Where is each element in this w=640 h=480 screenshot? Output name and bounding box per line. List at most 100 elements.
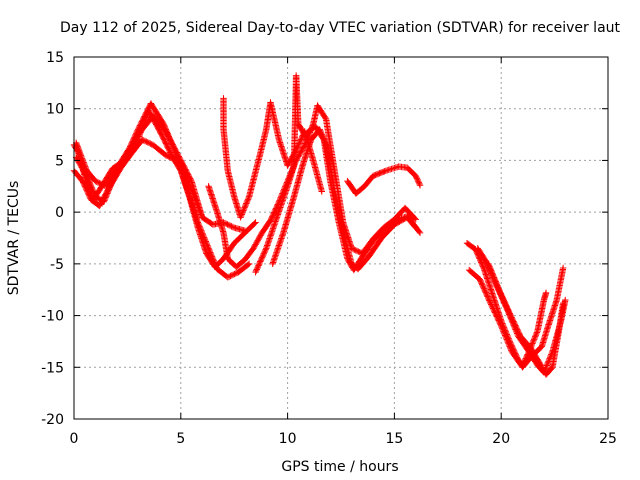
data-point bbox=[509, 316, 517, 324]
x-tick-label: 15 bbox=[385, 431, 403, 447]
data-point bbox=[251, 220, 258, 227]
data-point bbox=[496, 287, 503, 295]
data-point bbox=[483, 290, 490, 298]
data-point bbox=[487, 267, 495, 274]
data-point bbox=[203, 241, 211, 248]
data-point bbox=[532, 333, 539, 340]
data-point bbox=[532, 332, 540, 339]
data-point bbox=[488, 302, 495, 310]
data-point bbox=[255, 262, 262, 269]
data-point bbox=[200, 234, 208, 241]
data-point bbox=[205, 245, 212, 252]
data-point bbox=[476, 276, 484, 283]
data-point bbox=[490, 272, 497, 280]
data-point bbox=[238, 211, 245, 218]
data-point bbox=[506, 343, 513, 350]
data-point bbox=[101, 197, 108, 204]
data-point bbox=[477, 278, 485, 286]
series-arc-11 bbox=[465, 264, 567, 371]
data-point bbox=[499, 294, 506, 301]
axis-ticks bbox=[73, 56, 609, 420]
data-point bbox=[105, 187, 112, 194]
data-point bbox=[84, 189, 92, 197]
data-point bbox=[102, 194, 109, 201]
data-point bbox=[244, 196, 252, 203]
data-point bbox=[507, 311, 514, 319]
series-arc-9 bbox=[344, 163, 424, 197]
tick-labels: 0 5 10 15 20 25 15 10 5 0 -5 -10 -15 -20 bbox=[41, 50, 617, 447]
data-point bbox=[104, 188, 112, 196]
data-point bbox=[493, 313, 501, 320]
data-point bbox=[255, 261, 263, 268]
data-point bbox=[210, 257, 217, 264]
plot-frame bbox=[73, 56, 609, 420]
data-point bbox=[269, 211, 277, 219]
data-point bbox=[487, 266, 494, 273]
data-point bbox=[413, 174, 420, 181]
data-point bbox=[254, 264, 261, 272]
data-point bbox=[86, 193, 94, 201]
data-point bbox=[140, 137, 147, 144]
data-point bbox=[97, 180, 104, 187]
data-point bbox=[491, 276, 499, 284]
data-point bbox=[85, 191, 92, 198]
data-point bbox=[207, 250, 215, 258]
data-point bbox=[501, 330, 508, 338]
data-point bbox=[491, 309, 499, 316]
data-point bbox=[195, 220, 202, 228]
data-point bbox=[229, 271, 237, 278]
data-point bbox=[486, 264, 494, 272]
data-point bbox=[197, 226, 204, 233]
data-point bbox=[498, 291, 505, 299]
data-point bbox=[269, 213, 276, 220]
data-point bbox=[222, 220, 230, 227]
data-point bbox=[543, 362, 550, 369]
data-point bbox=[415, 179, 423, 186]
data-point bbox=[229, 223, 237, 231]
data-point bbox=[239, 208, 247, 215]
data-point bbox=[411, 215, 418, 222]
y-tick-label: 15 bbox=[46, 50, 64, 66]
data-point bbox=[241, 204, 248, 211]
data-point bbox=[243, 198, 251, 206]
data-point bbox=[225, 273, 233, 280]
data-point bbox=[508, 314, 515, 321]
series-arc-8 bbox=[269, 126, 419, 273]
data-point bbox=[209, 254, 216, 262]
data-point bbox=[480, 284, 487, 291]
data-point bbox=[499, 326, 507, 334]
data-point bbox=[501, 332, 509, 339]
data-point bbox=[485, 295, 492, 303]
data-point bbox=[228, 223, 235, 230]
data-point bbox=[495, 285, 502, 292]
data-point bbox=[505, 341, 513, 349]
data-point bbox=[208, 252, 215, 259]
data-point bbox=[512, 323, 520, 331]
data-point bbox=[497, 290, 505, 297]
data-point bbox=[494, 316, 502, 323]
data-point bbox=[245, 194, 252, 202]
data-point bbox=[416, 180, 423, 188]
data-point bbox=[83, 187, 91, 194]
data-point bbox=[544, 360, 551, 368]
data-point bbox=[502, 333, 509, 341]
data-point bbox=[492, 310, 499, 318]
data-point bbox=[270, 209, 278, 216]
data-point bbox=[144, 139, 151, 146]
data-point bbox=[490, 274, 498, 281]
data-point bbox=[510, 318, 517, 325]
data-point bbox=[507, 312, 515, 320]
data-point bbox=[491, 275, 498, 283]
data-point bbox=[511, 321, 518, 328]
data-point bbox=[198, 228, 206, 236]
data-point bbox=[533, 330, 540, 338]
data-point bbox=[198, 214, 206, 221]
data-point bbox=[503, 303, 510, 311]
data-point bbox=[244, 261, 252, 268]
data-point bbox=[81, 181, 88, 189]
data-point bbox=[224, 274, 231, 281]
data-point bbox=[480, 285, 488, 292]
data-point bbox=[143, 138, 150, 145]
series-arc-13 bbox=[485, 260, 567, 378]
data-point bbox=[102, 193, 110, 200]
